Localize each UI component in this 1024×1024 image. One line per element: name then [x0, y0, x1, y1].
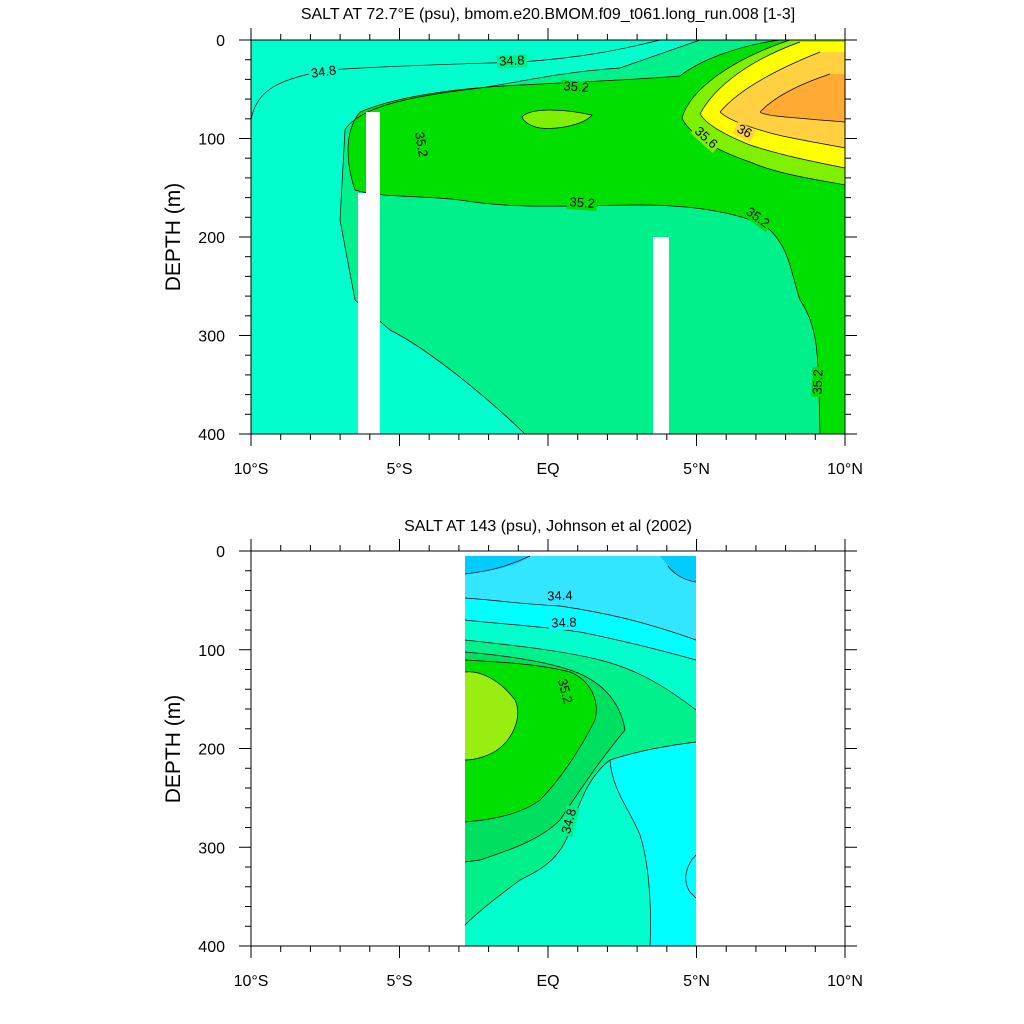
contour-labels-bottom: 34.4 34.8 35.2 34.8 [544, 588, 580, 838]
y-tick-label: 0 [216, 544, 225, 561]
x-tick-label: EQ [536, 461, 559, 478]
x-tick-label: 10°N [827, 461, 863, 478]
contour-34.4 [464, 597, 697, 641]
y-tick-label: 300 [198, 329, 225, 346]
x-tick-label: 10°S [234, 973, 269, 990]
contour-35.4 [464, 671, 519, 761]
contour-lines-top [250, 39, 846, 435]
y-axis-label-top: DEPTH (m) [162, 183, 185, 292]
svg-text:35.2: 35.2 [563, 78, 589, 95]
y-tick-label: 200 [198, 742, 225, 759]
contour-35.8 [699, 41, 846, 169]
contour-36.2 [759, 73, 846, 123]
missing-bar [366, 112, 380, 434]
fill-34.4-34.6 [465, 598, 696, 660]
contour-34.6 [464, 619, 697, 661]
contour-label: 36 [732, 121, 757, 143]
svg-text:34.8: 34.8 [558, 807, 579, 835]
fill-lt-34.2-right [660, 556, 696, 582]
x-tick-label: 10°N [827, 973, 863, 990]
y-tick-label: 0 [216, 33, 225, 50]
fill-35.6-35.8-center [522, 109, 592, 129]
missing-bars-top [358, 112, 669, 434]
fill-lt-34.8-upper [251, 40, 660, 120]
contour-34.8 [250, 39, 661, 121]
contour-label: 35.2 [560, 78, 592, 96]
contour-label: 34.8 [307, 62, 340, 82]
svg-text:35.2: 35.2 [569, 194, 595, 211]
contour-label: 35.2 [554, 675, 576, 708]
x-tick-label: 5°N [683, 973, 710, 990]
axes-bottom: 10°S 5°S EQ 5°N 10°N 0 100 200 300 400 [198, 539, 863, 990]
x-tick-label: 10°S [234, 461, 269, 478]
y-axis-label-bottom: DEPTH (m) [162, 695, 185, 804]
contour-35.0 [464, 651, 626, 863]
contour-36.0 [719, 51, 846, 149]
y-tick-label: 300 [198, 840, 225, 857]
fill-gt-36.2 [760, 74, 845, 122]
panel-top: SALT AT 72.7°E (psu), bmom.e20.BMOM.f09_… [162, 6, 863, 478]
contour-35.6-center [521, 109, 593, 129]
contour-label: 34.8 [558, 805, 580, 838]
contour-labels-top: 34.8 34.8 35.2 35.2 35.2 35.2 35.2 35.6 … [307, 52, 826, 398]
fill-lt-34.2-left [465, 556, 530, 574]
y-tick-label: 100 [198, 132, 225, 149]
fill-34.4-34.6-deep [610, 742, 696, 946]
contour-label: 35.2 [810, 366, 826, 398]
fill-34.2-34.4 [465, 556, 696, 640]
contour-34.2-right [667, 565, 697, 583]
y-tick-label: 100 [198, 643, 225, 660]
contour-label: 34.8 [496, 52, 528, 69]
y-tick-label: 400 [198, 939, 225, 956]
contour-35.2-lower [354, 189, 821, 435]
chart-title-bottom: SALT AT 143 (psu), Johnson et al (2002) [404, 518, 692, 535]
contour-fills-top [251, 40, 845, 434]
x-tick-label: 5°N [683, 461, 710, 478]
chart-title-top: SALT AT 72.7°E (psu), bmom.e20.BMOM.f09_… [301, 6, 795, 23]
panel-bottom: SALT AT 143 (psu), Johnson et al (2002) [162, 518, 863, 990]
svg-text:34.8: 34.8 [310, 62, 337, 80]
missing-bar [358, 193, 368, 434]
contour-35.2 [464, 659, 597, 823]
contour-label: 35.2 [566, 194, 598, 212]
axes-top: 10°S 5°S EQ 5°N 10°N 0 100 200 300 400 [198, 28, 863, 478]
contour-34.8-deep [339, 39, 701, 435]
svg-text:34.8: 34.8 [551, 615, 577, 631]
x-tick-label: 5°S [387, 461, 413, 478]
x-tick-label: 5°S [387, 973, 413, 990]
contour-34.6-deep [609, 759, 651, 947]
svg-text:35.2: 35.2 [412, 131, 431, 159]
svg-text:35.2: 35.2 [810, 369, 826, 395]
y-tick-label: 400 [198, 427, 225, 444]
contour-label: 34.8 [548, 615, 580, 631]
y-tick-label: 200 [198, 230, 225, 247]
contour-34.2-left [464, 555, 531, 575]
contour-34.6-edge [685, 854, 697, 899]
contour-label: 34.4 [544, 588, 576, 604]
contour-34.8 [464, 639, 697, 711]
svg-text:34.8: 34.8 [499, 52, 525, 68]
contour-label: 35.2 [411, 128, 431, 161]
fill-gt-35.4 [465, 671, 518, 760]
contour-35.2-upper [347, 39, 781, 191]
missing-bar [653, 237, 669, 434]
svg-text:35.2: 35.2 [555, 677, 576, 705]
contour-fills-bottom [465, 556, 696, 946]
x-tick-label: EQ [536, 973, 559, 990]
svg-text:36: 36 [735, 121, 755, 141]
svg-text:34.4: 34.4 [547, 588, 573, 604]
contour-lines-bottom [464, 555, 697, 947]
